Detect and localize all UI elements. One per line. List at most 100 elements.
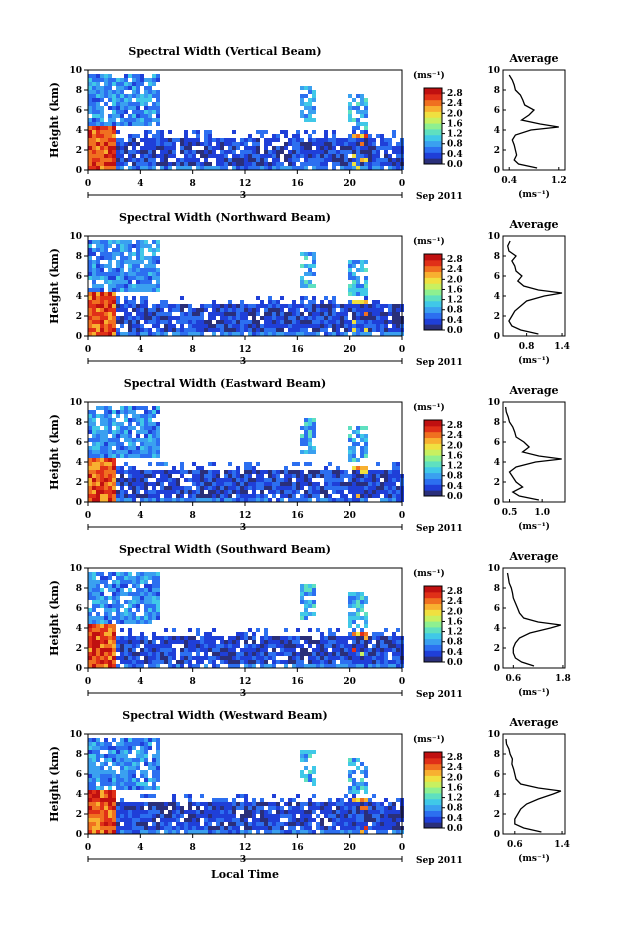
panel-title: Spectral Width (Eastward Beam) — [124, 377, 326, 390]
colorbar-swatch — [424, 117, 442, 124]
average-x-label: (ms⁻¹) — [518, 189, 550, 200]
average-frame — [502, 235, 566, 337]
x-tick-label: 20 — [343, 511, 356, 521]
heatmap-field — [88, 74, 404, 170]
colorbar-swatch — [424, 763, 442, 771]
average-x-label: (ms⁻¹) — [518, 853, 550, 864]
heatmap-field — [88, 738, 404, 834]
x-tick-label: 0 — [85, 345, 91, 355]
x-tick-label: 16 — [291, 179, 304, 189]
average-frame — [502, 69, 566, 171]
date-day: 3 — [240, 689, 246, 699]
colorbar-swatch — [424, 466, 442, 474]
colorbar-swatch — [424, 810, 442, 817]
colorbar-frame — [423, 87, 443, 165]
x-tick-label: 12 — [239, 345, 252, 355]
colorbar-tick-label: 1.6 — [447, 617, 463, 627]
colorbar-swatch — [424, 822, 442, 829]
x-tick-label: 12 — [239, 843, 252, 853]
colorbar-tick-label: 0.4 — [447, 316, 463, 326]
colorbar-swatch — [424, 769, 442, 776]
colorbar-tick-label: 0.8 — [447, 472, 463, 482]
colorbar-frame — [423, 253, 443, 331]
average-x-tick-label: 0.6 — [507, 840, 523, 850]
colorbar-swatch — [424, 105, 442, 112]
colorbar-tick-label: 0.4 — [447, 814, 463, 824]
colorbar-swatch — [424, 656, 442, 663]
colorbar-swatch — [424, 644, 442, 651]
average-y-tick-label: 4 — [494, 292, 500, 302]
y-axis-label: Height (km) — [48, 580, 61, 656]
x-tick-label: 0 — [85, 511, 91, 521]
colorbar-tick-label: 0.8 — [447, 140, 463, 150]
colorbar-tick-label: 2.4 — [447, 431, 463, 441]
colorbar-tick-label: 1.2 — [447, 296, 463, 306]
average-y-tick-label: 2 — [494, 478, 500, 488]
average-profile-line — [507, 240, 563, 335]
colorbar-unit: (ms⁻¹) — [413, 568, 445, 579]
colorbar-tick-label: 1.6 — [447, 285, 463, 295]
colorbar-tick-label: 2.0 — [447, 607, 463, 617]
colorbar-swatch — [424, 152, 442, 159]
colorbar-unit: (ms⁻¹) — [413, 70, 445, 81]
colorbar-tick-label: 0.0 — [447, 326, 463, 336]
date-label: Sep 2011 — [416, 690, 463, 700]
colorbar-swatch — [424, 99, 442, 107]
colorbar-swatch — [424, 603, 442, 610]
x-tick-label: 4 — [137, 843, 143, 853]
y-tick-label: 2 — [76, 810, 82, 820]
average-y-tick-label: 8 — [494, 750, 500, 760]
average-y-tick-label: 4 — [494, 458, 500, 468]
average-x-label: (ms⁻¹) — [518, 687, 550, 698]
colorbar-swatch — [424, 431, 442, 439]
x-tick-label: 0 — [85, 843, 91, 853]
x-tick-label: 8 — [190, 511, 196, 521]
y-tick-label: 6 — [76, 770, 82, 780]
average-x-tick-label: 0.4 — [501, 176, 517, 186]
colorbar-tick-label: 2.0 — [447, 441, 463, 451]
colorbar-swatch — [424, 638, 442, 645]
average-y-tick-label: 0 — [494, 498, 500, 508]
y-tick-label: 8 — [76, 750, 82, 760]
y-tick-label: 0 — [76, 664, 82, 674]
date-day: 3 — [240, 523, 246, 533]
average-y-tick-label: 2 — [494, 312, 500, 322]
colorbar-tick-label: 2.4 — [447, 763, 463, 773]
colorbar-tick-label: 0.0 — [447, 492, 463, 502]
colorbar-tick-label: 2.8 — [447, 753, 463, 763]
colorbar-swatch — [424, 306, 442, 313]
x-tick-label: 0 — [399, 345, 405, 355]
y-tick-label: 6 — [76, 106, 82, 116]
date-day: 3 — [240, 855, 246, 865]
colorbar-swatch — [424, 437, 442, 444]
average-x-tick-label: 1.8 — [555, 674, 571, 684]
x-tick-label: 20 — [343, 677, 356, 687]
colorbar-tick-label: 1.2 — [447, 628, 463, 638]
y-tick-label: 2 — [76, 146, 82, 156]
average-y-tick-label: 10 — [487, 730, 500, 740]
average-y-tick-label: 6 — [494, 604, 500, 614]
x-tick-label: 8 — [190, 843, 196, 853]
x-tick-label: 16 — [291, 677, 304, 687]
colorbar-swatch — [424, 455, 442, 462]
y-tick-label: 2 — [76, 478, 82, 488]
x-tick-label: 8 — [190, 179, 196, 189]
y-axis-label: Height (km) — [48, 248, 61, 324]
y-tick-label: 10 — [69, 564, 82, 574]
colorbar-swatch — [424, 591, 442, 599]
average-x-tick-label: 0.5 — [502, 508, 518, 518]
y-tick-label: 8 — [76, 584, 82, 594]
colorbar-frame — [423, 751, 443, 829]
average-y-tick-label: 4 — [494, 624, 500, 634]
average-y-tick-label: 0 — [494, 664, 500, 674]
average-x-label: (ms⁻¹) — [518, 355, 550, 366]
colorbar-tick-label: 1.2 — [447, 462, 463, 472]
colorbar-tick-label: 0.4 — [447, 150, 463, 160]
x-tick-label: 16 — [291, 511, 304, 521]
colorbar-swatch — [424, 816, 442, 823]
colorbar-swatch — [424, 158, 442, 165]
average-x-tick-label: 1.4 — [554, 342, 570, 352]
colorbar-tick-label: 0.8 — [447, 306, 463, 316]
colorbar-tick-label: 0.0 — [447, 160, 463, 170]
x-tick-label: 20 — [343, 179, 356, 189]
